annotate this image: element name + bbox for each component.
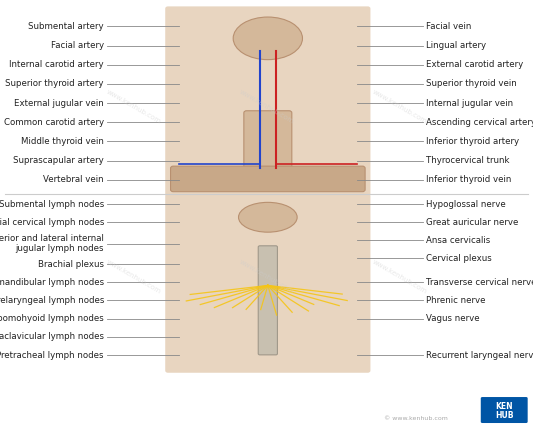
Text: Anterior and lateral internal
jugular lymph nodes: Anterior and lateral internal jugular ly… — [0, 234, 104, 253]
Text: Juguloomohyoid lymph nodes: Juguloomohyoid lymph nodes — [0, 314, 104, 323]
Text: Submental artery: Submental artery — [28, 22, 104, 31]
Text: Middle thyroid vein: Middle thyroid vein — [21, 137, 104, 146]
Text: Supraclavicular lymph nodes: Supraclavicular lymph nodes — [0, 332, 104, 342]
Text: Superior thyroid artery: Superior thyroid artery — [5, 79, 104, 89]
Text: www.kenhub.com: www.kenhub.com — [238, 259, 295, 295]
Text: Pretracheal lymph nodes: Pretracheal lymph nodes — [0, 351, 104, 360]
Text: Ansa cervicalis: Ansa cervicalis — [426, 236, 491, 245]
Text: www.kenhub.com: www.kenhub.com — [105, 259, 161, 295]
Text: Submental lymph nodes: Submental lymph nodes — [0, 200, 104, 209]
FancyBboxPatch shape — [244, 111, 292, 175]
Text: Inferior thyroid artery: Inferior thyroid artery — [426, 137, 520, 146]
Text: www.kenhub.com: www.kenhub.com — [105, 89, 161, 124]
Text: www.kenhub.com: www.kenhub.com — [238, 89, 295, 124]
Text: www.kenhub.com: www.kenhub.com — [372, 259, 428, 295]
Ellipse shape — [238, 202, 297, 232]
FancyBboxPatch shape — [165, 6, 370, 196]
Text: Lingual artery: Lingual artery — [426, 41, 487, 50]
Text: KEN: KEN — [495, 402, 513, 411]
Text: Recurrent laryngeal nerve: Recurrent laryngeal nerve — [426, 351, 533, 360]
Text: Internal carotid artery: Internal carotid artery — [9, 60, 104, 69]
Text: Great auricular nerve: Great auricular nerve — [426, 218, 519, 227]
Text: Cervical plexus: Cervical plexus — [426, 253, 492, 263]
Text: Phrenic nerve: Phrenic nerve — [426, 296, 486, 305]
Text: Vertebral vein: Vertebral vein — [43, 175, 104, 184]
FancyBboxPatch shape — [481, 397, 528, 423]
Text: Superior thyroid vein: Superior thyroid vein — [426, 79, 517, 89]
Text: Ascending cervical artery: Ascending cervical artery — [426, 118, 533, 127]
Text: External jugular vein: External jugular vein — [14, 98, 104, 108]
Text: Inferior thyroid vein: Inferior thyroid vein — [426, 175, 512, 184]
Text: Common carotid artery: Common carotid artery — [4, 118, 104, 127]
Text: HUB: HUB — [495, 411, 513, 420]
Text: Internal jugular vein: Internal jugular vein — [426, 98, 513, 108]
Ellipse shape — [233, 17, 302, 60]
Text: www.kenhub.com: www.kenhub.com — [372, 89, 428, 124]
Text: Submandibular lymph nodes: Submandibular lymph nodes — [0, 277, 104, 287]
Text: Thyrocervical trunk: Thyrocervical trunk — [426, 156, 510, 165]
Text: Transverse cervical nerve: Transverse cervical nerve — [426, 277, 533, 287]
Text: Brachial plexus: Brachial plexus — [38, 259, 104, 269]
Text: Facial vein: Facial vein — [426, 22, 472, 31]
Text: © www.kenhub.com: © www.kenhub.com — [384, 416, 448, 421]
Text: Vagus nerve: Vagus nerve — [426, 314, 480, 323]
FancyBboxPatch shape — [165, 194, 370, 373]
Text: External carotid artery: External carotid artery — [426, 60, 523, 69]
Text: Suprascapular artery: Suprascapular artery — [13, 156, 104, 165]
FancyBboxPatch shape — [171, 166, 365, 192]
FancyBboxPatch shape — [258, 246, 277, 355]
Text: Superficial cervical lymph nodes: Superficial cervical lymph nodes — [0, 218, 104, 227]
Text: Hypoglossal nerve: Hypoglossal nerve — [426, 200, 506, 209]
Text: Facial artery: Facial artery — [51, 41, 104, 50]
Text: Prelaryngeal lymph nodes: Prelaryngeal lymph nodes — [0, 296, 104, 305]
